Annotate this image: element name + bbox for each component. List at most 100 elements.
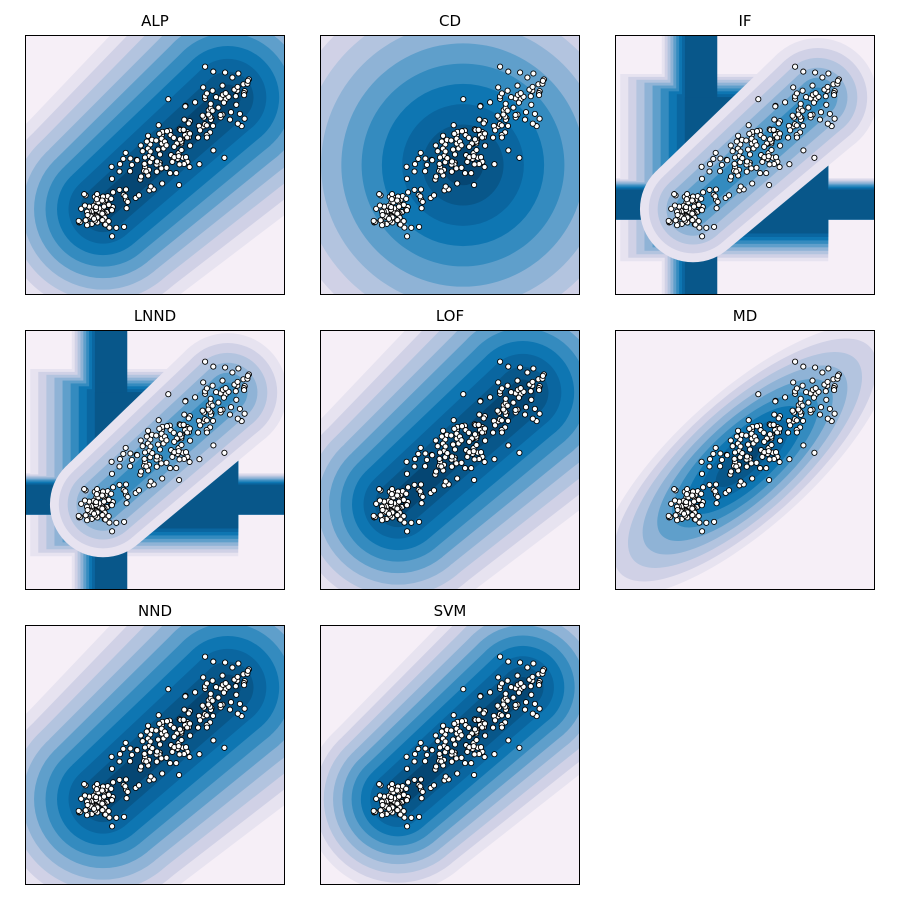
- scatter-point: [145, 427, 152, 434]
- scatter-point: [475, 126, 482, 133]
- scatter-point: [477, 398, 484, 405]
- scatter-point: [176, 476, 183, 484]
- scatter-point: [155, 122, 162, 129]
- scatter-point: [379, 506, 386, 514]
- scatter-point: [229, 369, 236, 376]
- scatter-point: [717, 450, 724, 457]
- scatter-point: [395, 793, 403, 800]
- scatter-point: [468, 170, 475, 177]
- scatter-point: [498, 680, 505, 687]
- scatter-point: [113, 224, 120, 231]
- scatter-point: [122, 444, 129, 451]
- scatter-point: [800, 147, 807, 154]
- scatter-point: [244, 372, 251, 379]
- scatter-point: [186, 720, 193, 727]
- scatter-point: [448, 758, 455, 765]
- scatter-point: [403, 490, 410, 497]
- scatter-point: [222, 364, 229, 371]
- scatter-point: [395, 498, 403, 505]
- scatter-point: [733, 433, 740, 440]
- scatter-point: [408, 519, 415, 526]
- scatter-point: [753, 128, 761, 135]
- decision-field: [320, 625, 580, 885]
- scatter-point: [471, 161, 478, 168]
- scatter-point: [745, 122, 752, 129]
- scatter-point: [521, 411, 529, 418]
- scatter-point: [110, 189, 117, 196]
- scatter-point: [498, 90, 505, 97]
- scatter-point: [811, 154, 818, 161]
- scatter-point: [205, 406, 212, 413]
- scatter-point: [799, 382, 806, 389]
- scatter-point: [418, 795, 425, 802]
- scatter-point: [82, 807, 89, 814]
- scatter-point: [743, 168, 750, 175]
- scatter-point: [143, 168, 150, 175]
- scatter-point: [438, 463, 445, 470]
- scatter-point: [729, 148, 736, 155]
- scatter-point: [731, 455, 738, 462]
- scatter-point: [415, 745, 422, 752]
- scatter-point: [807, 406, 814, 414]
- scatter-point: [765, 448, 772, 455]
- scatter-point: [110, 779, 117, 786]
- scatter-point: [735, 132, 742, 139]
- scatter-point: [226, 411, 234, 418]
- scatter-point: [108, 797, 115, 804]
- scatter-point: [229, 664, 236, 671]
- scatter-point: [777, 142, 784, 149]
- scatter-point: [799, 122, 807, 129]
- scatter-point: [417, 444, 424, 451]
- scatter-point: [480, 710, 487, 717]
- scatter-point: [379, 222, 386, 229]
- scatter-point: [683, 204, 690, 211]
- scatter-point: [516, 744, 523, 751]
- scatter-point: [517, 69, 524, 76]
- scatter-point: [450, 122, 457, 129]
- scatter-point: [122, 783, 129, 790]
- scatter-point: [785, 429, 792, 436]
- scatter-point: [389, 781, 396, 788]
- scatter-point: [81, 792, 88, 799]
- scatter-point: [689, 217, 696, 224]
- scatter-point: [241, 410, 248, 417]
- scatter-point: [458, 718, 466, 725]
- scatter-point: [809, 377, 816, 384]
- scatter-point: [502, 690, 509, 697]
- scatter-points: [665, 358, 842, 535]
- scatter-point: [220, 394, 227, 401]
- scatter-point: [210, 147, 217, 154]
- scatter-point: [401, 224, 408, 231]
- scatter-point: [491, 751, 498, 758]
- scatter-point: [209, 402, 216, 409]
- scatter-point: [508, 94, 515, 101]
- scatter-point: [690, 498, 698, 505]
- scatter-point: [476, 411, 483, 418]
- scatter-point: [135, 192, 143, 199]
- scatter-point: [153, 758, 160, 765]
- scatter-point: [442, 773, 449, 780]
- scatter-point: [176, 726, 184, 733]
- panel-alp: ALP: [25, 12, 285, 295]
- scatter-point: [122, 481, 130, 488]
- scatter-point: [147, 183, 154, 190]
- scatter-point: [745, 441, 752, 448]
- scatter-point: [236, 110, 243, 117]
- scatter-point: [171, 143, 178, 150]
- scatter-point: [102, 516, 109, 523]
- scatter-point: [163, 754, 170, 761]
- scatter-point: [776, 163, 783, 171]
- scatter-point: [124, 493, 131, 500]
- scatter-point: [147, 148, 154, 155]
- scatter-point: [139, 443, 146, 450]
- scatter-point: [471, 771, 478, 779]
- scatter-point: [217, 111, 224, 119]
- scatter-point: [536, 92, 543, 99]
- scatter-point: [717, 155, 724, 162]
- scatter-point: [529, 378, 536, 385]
- scatter-point: [453, 460, 460, 467]
- scatter-point: [210, 658, 217, 665]
- scatter-point: [430, 192, 438, 199]
- scatter-point: [419, 788, 426, 795]
- scatter-point: [376, 486, 383, 493]
